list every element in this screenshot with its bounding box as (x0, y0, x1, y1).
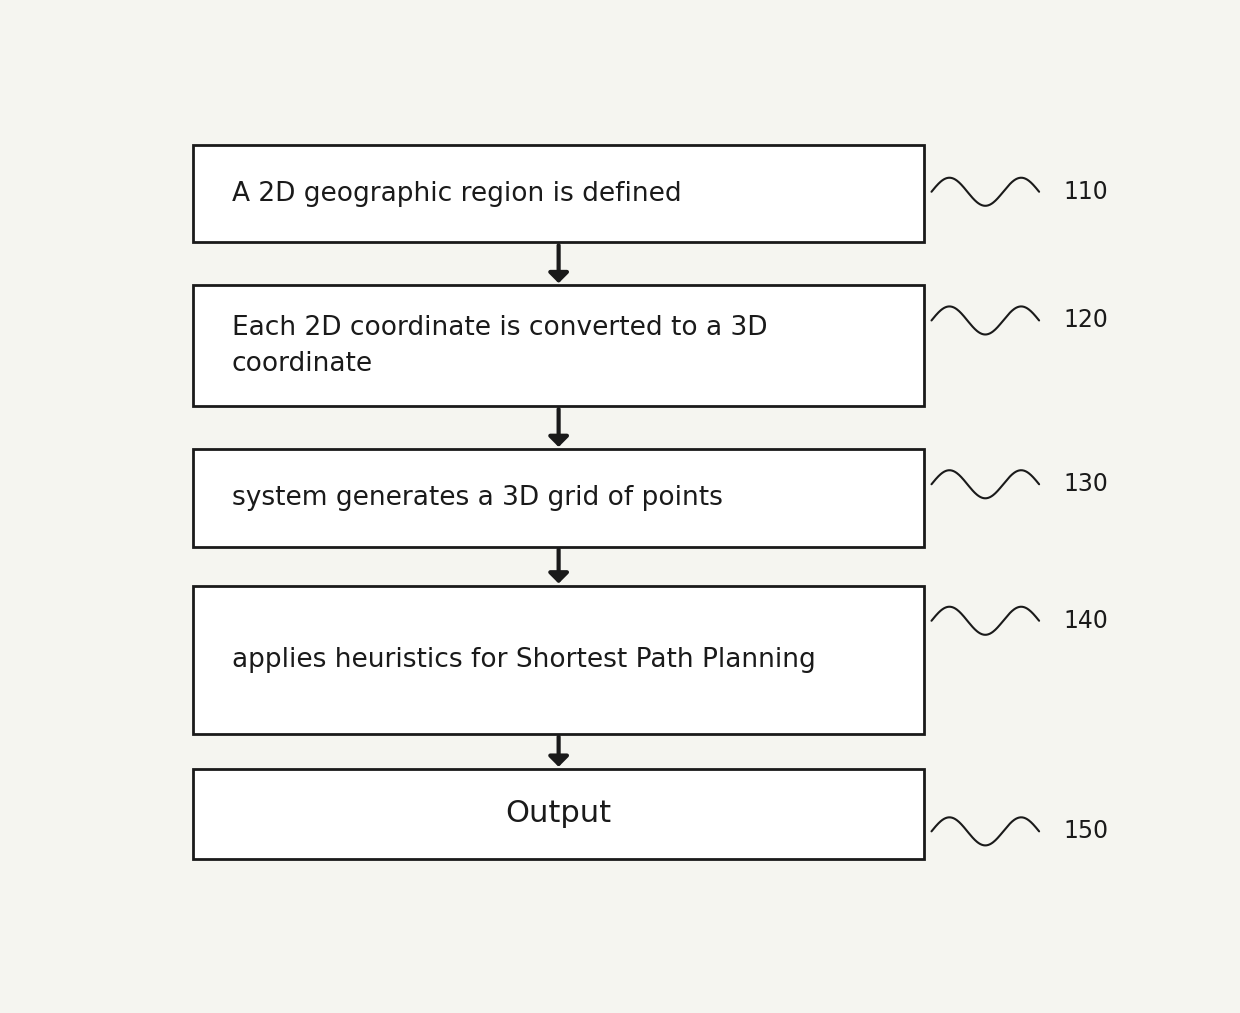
Text: 130: 130 (1063, 472, 1109, 496)
Text: applies heuristics for Shortest Path Planning: applies heuristics for Shortest Path Pla… (232, 646, 816, 673)
Text: 120: 120 (1063, 309, 1109, 332)
Bar (193, 145, 924, 242)
Bar (193, 449, 924, 547)
Text: Output: Output (506, 799, 611, 829)
Bar (193, 769, 924, 859)
Text: 110: 110 (1063, 179, 1107, 204)
Text: Each 2D coordinate is converted to a 3D
coordinate: Each 2D coordinate is converted to a 3D … (232, 315, 768, 377)
Text: system generates a 3D grid of points: system generates a 3D grid of points (232, 485, 723, 511)
Bar (193, 286, 924, 406)
Text: 140: 140 (1063, 609, 1109, 633)
Text: 150: 150 (1063, 820, 1109, 844)
Bar (193, 586, 924, 733)
Text: A 2D geographic region is defined: A 2D geographic region is defined (232, 180, 682, 207)
